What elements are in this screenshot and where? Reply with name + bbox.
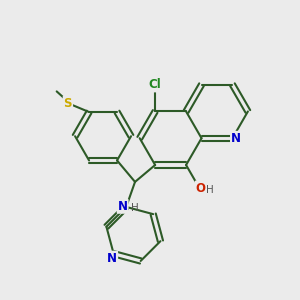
Text: N: N bbox=[118, 200, 128, 213]
Text: S: S bbox=[64, 97, 72, 110]
Text: N: N bbox=[107, 252, 117, 265]
Text: H: H bbox=[130, 203, 138, 213]
Text: O: O bbox=[196, 182, 206, 194]
Text: H: H bbox=[206, 185, 214, 195]
Text: N: N bbox=[231, 132, 241, 145]
Text: Cl: Cl bbox=[149, 78, 161, 92]
